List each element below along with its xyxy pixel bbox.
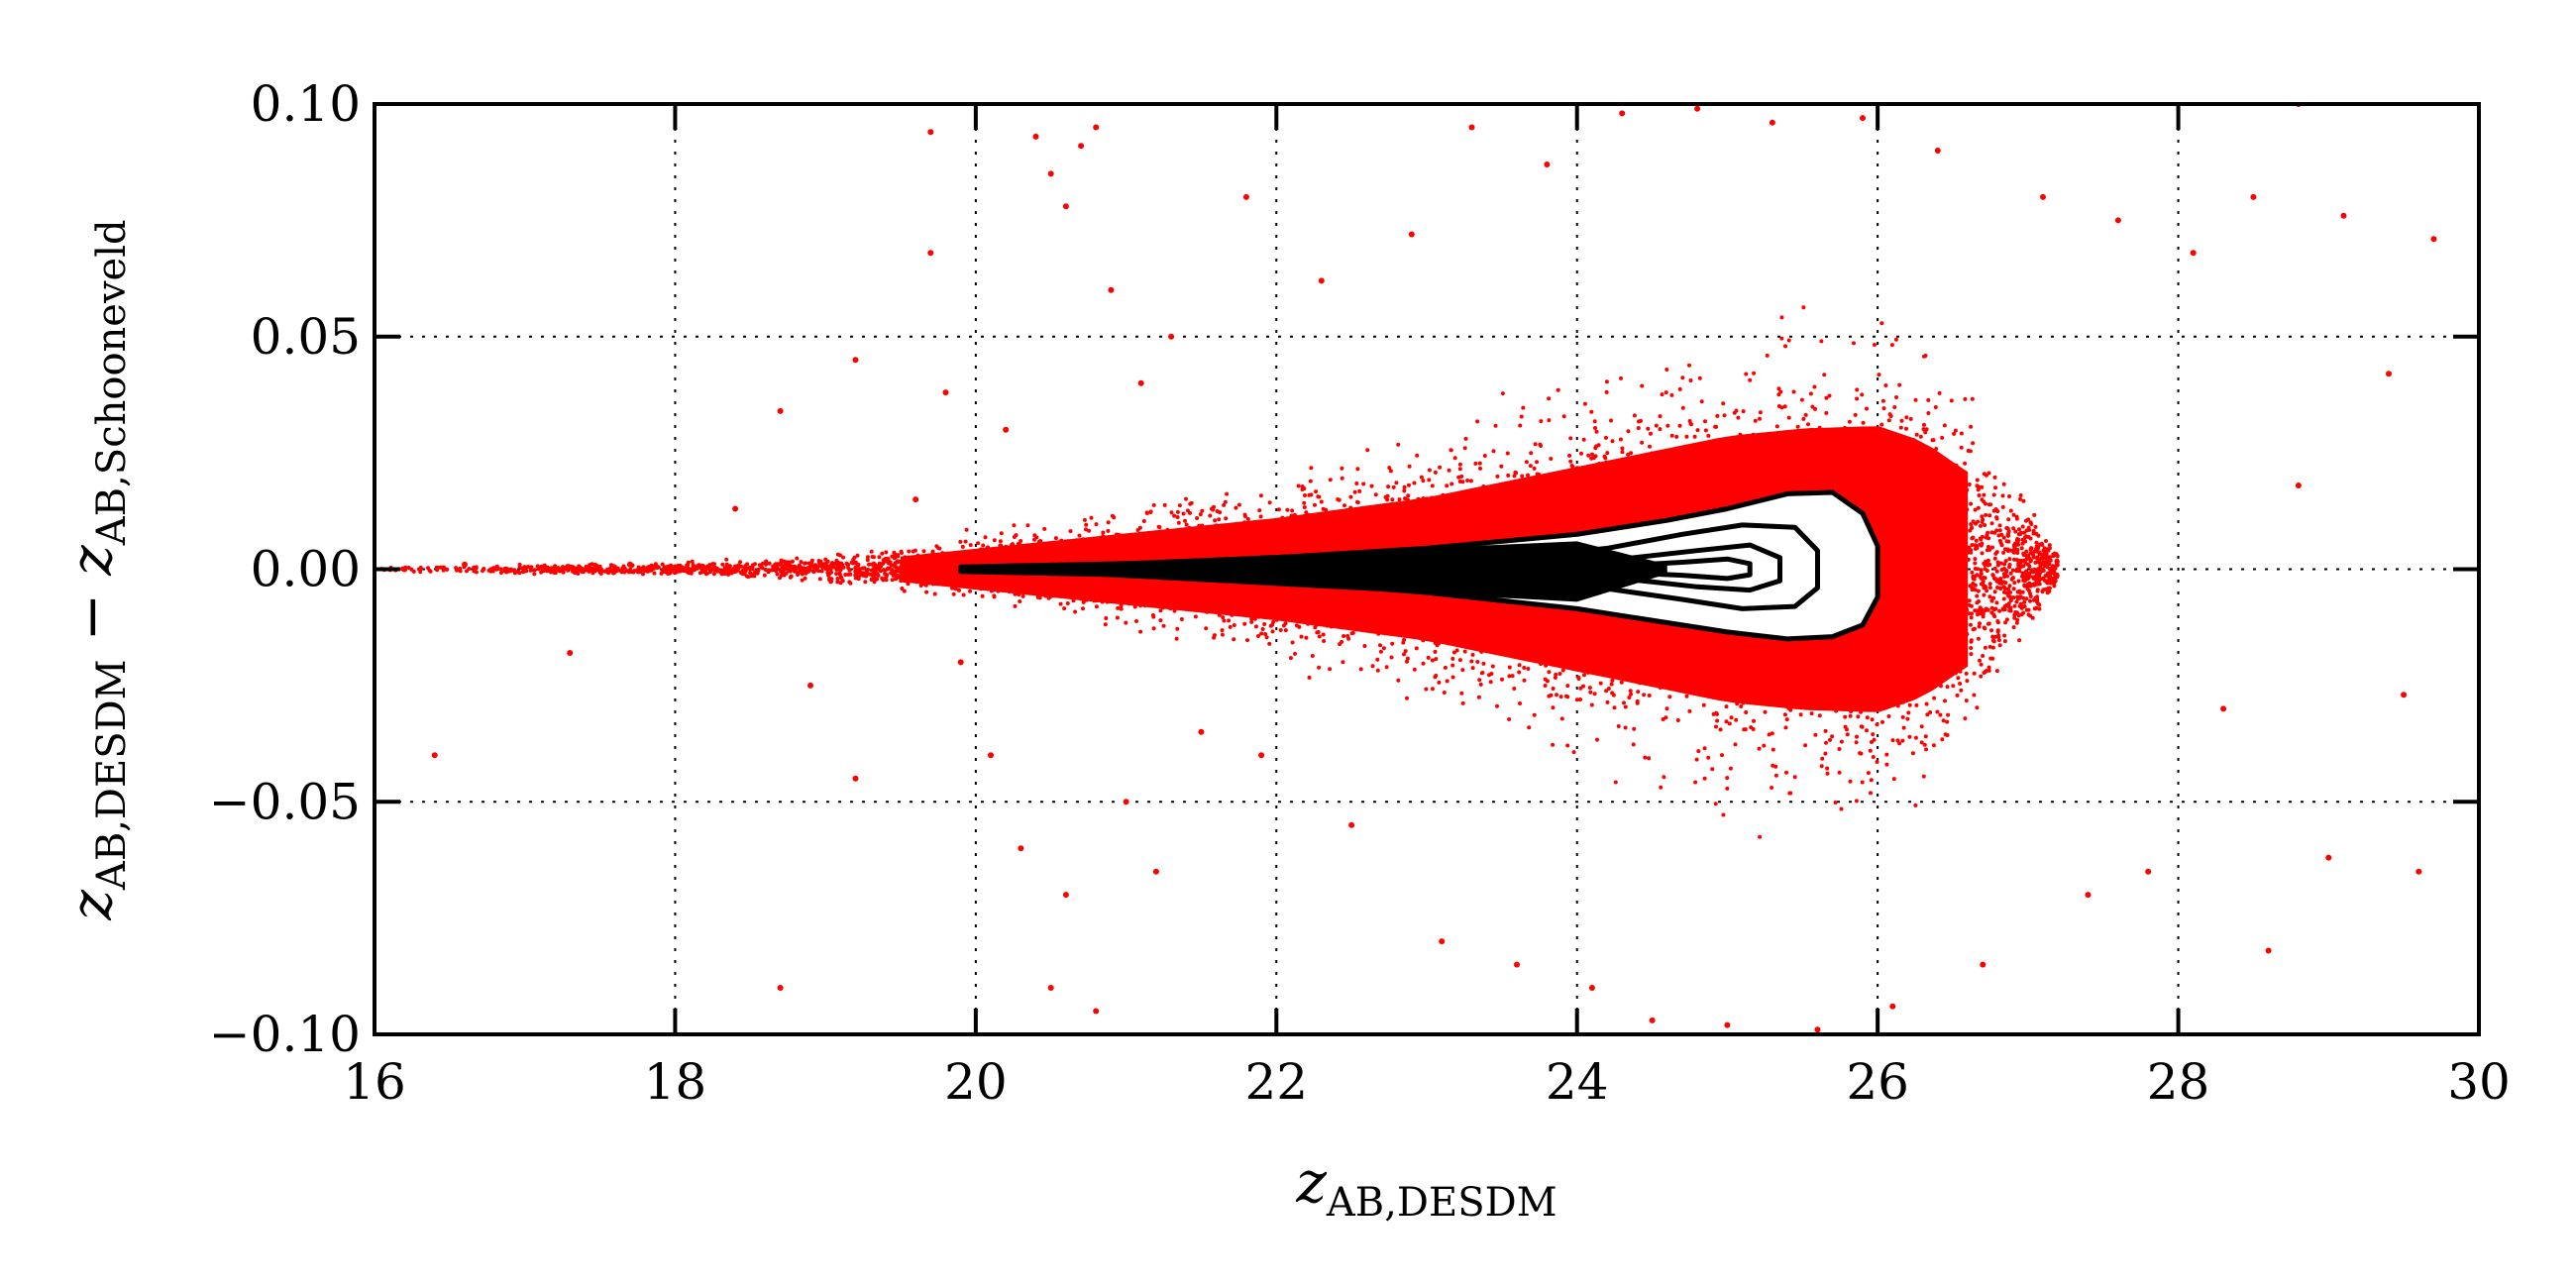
x-tick-label: 26	[1846, 1053, 1909, 1111]
scatter-point	[1318, 277, 1325, 284]
x-tick-label: 22	[1244, 1053, 1308, 1111]
scatter-point	[912, 496, 919, 503]
scatter-point	[1003, 426, 1010, 433]
scatter-point	[2040, 193, 2046, 200]
y-axis-label-main: z	[57, 890, 125, 921]
scatter-point	[927, 129, 934, 136]
scatter-point	[927, 250, 934, 257]
scatter-point	[777, 985, 784, 991]
scatter-point	[2340, 212, 2347, 219]
scatter-point	[1152, 868, 1159, 875]
scatter-point	[2085, 892, 2092, 899]
x-tick-label: 28	[2147, 1053, 2210, 1111]
scatter-point	[521, 566, 528, 573]
y-tick-label: 0.10	[251, 75, 361, 133]
scatter-point	[1769, 119, 1775, 126]
y-axis-label-main2: z	[57, 545, 125, 577]
scatter-point	[2401, 692, 2408, 698]
scatter-point	[2114, 217, 2121, 224]
y-tick-label: 0.00	[251, 541, 361, 598]
scatter-point	[1619, 110, 1626, 117]
scatter-point	[2325, 854, 2332, 861]
y-axis-label: zAB,DESDM−zAB,Schooneveld	[57, 219, 135, 920]
scatter-point	[1724, 1021, 1731, 1028]
scatter-point	[2295, 483, 2302, 488]
scatter-point	[942, 389, 949, 396]
scatter-point	[777, 407, 784, 414]
scatter-point	[1439, 938, 1446, 945]
x-axis-label-sub: AB,DESDM	[1326, 1180, 1557, 1226]
scatter-point	[2415, 868, 2422, 875]
scatter-point	[1468, 124, 1475, 131]
x-axis-label-main: z	[1295, 1148, 1327, 1216]
scatter-point	[1062, 203, 1069, 210]
y-tick-label: −0.10	[209, 1006, 361, 1063]
x-tick-label: 30	[2447, 1053, 2511, 1111]
scatter-point	[2145, 868, 2152, 875]
scatter-point	[1348, 821, 1355, 828]
scatter-point	[1047, 170, 1054, 177]
scatter-point	[1889, 1003, 1896, 1010]
scatter-point	[1694, 105, 1701, 112]
scatter-point	[626, 561, 633, 568]
scatter-point	[1934, 148, 1941, 154]
scatter-point	[2386, 371, 2392, 377]
contour-tail	[960, 541, 1667, 602]
scatter-point	[1814, 1026, 1821, 1033]
scatter-point	[1032, 133, 1039, 140]
x-tick-label: 16	[343, 1053, 406, 1111]
scatter-point	[431, 752, 438, 759]
scatter-point	[1588, 985, 1595, 991]
scatter-point	[2265, 947, 2272, 954]
scatter-point	[2190, 250, 2197, 257]
scatter-point	[957, 659, 964, 666]
y-tick-label: −0.05	[209, 773, 361, 830]
scatter-point	[1258, 752, 1265, 759]
axis-ticks	[373, 102, 2481, 1036]
y-tick-label: 0.05	[251, 308, 361, 366]
scatter-point	[1168, 333, 1175, 340]
scatter-point	[1093, 1008, 1100, 1015]
scatter-point	[1018, 845, 1024, 852]
scatter-point	[1408, 231, 1415, 238]
y-tick-labels: −0.10 −0.05 0.00 0.05 0.10	[209, 75, 361, 1063]
scatter-point	[2220, 705, 2227, 712]
y-axis-label-sub: AB,DESDM	[89, 659, 135, 891]
x-tick-label: 20	[944, 1053, 1008, 1111]
scatter-point	[1980, 961, 1986, 968]
scatter-point	[1137, 379, 1144, 386]
scatter-point	[852, 775, 859, 782]
scatter-point	[462, 561, 468, 568]
x-tick-labels: 16 18 20 22 24 26 28 30	[343, 1053, 2511, 1111]
scatter-point	[1062, 892, 1069, 899]
scatter-point	[1078, 143, 1085, 150]
scatter-point	[852, 357, 859, 364]
y-axis-label-sub2: AB,Schooneveld	[89, 219, 135, 546]
scatter-point	[567, 650, 574, 656]
scatter-point	[988, 752, 994, 759]
scatter-point	[1123, 799, 1129, 805]
density-contours	[958, 489, 1880, 642]
scatter-point	[1860, 115, 1866, 122]
scatter-point	[1093, 124, 1100, 131]
x-tick-label: 18	[644, 1053, 707, 1111]
scatter-points	[401, 104, 2437, 1033]
scatter-point	[1649, 1017, 1656, 1023]
x-axis-label: zAB,DESDM	[1295, 1148, 1556, 1226]
x-tick-label: 24	[1546, 1053, 1609, 1111]
scatter-point	[401, 566, 408, 573]
scatter-point	[1544, 161, 1551, 167]
scatter-point	[1108, 286, 1115, 293]
y-axis-label-minus: −	[57, 593, 125, 642]
scatter-point	[2250, 193, 2257, 200]
scatter-point	[1514, 961, 1520, 968]
scatter-point	[1047, 985, 1054, 991]
scatter-point	[2430, 236, 2437, 243]
scatter-point	[1242, 193, 1249, 200]
scatter-point	[1198, 728, 1205, 735]
scatter-point	[807, 682, 813, 689]
scatter-point	[732, 505, 739, 512]
